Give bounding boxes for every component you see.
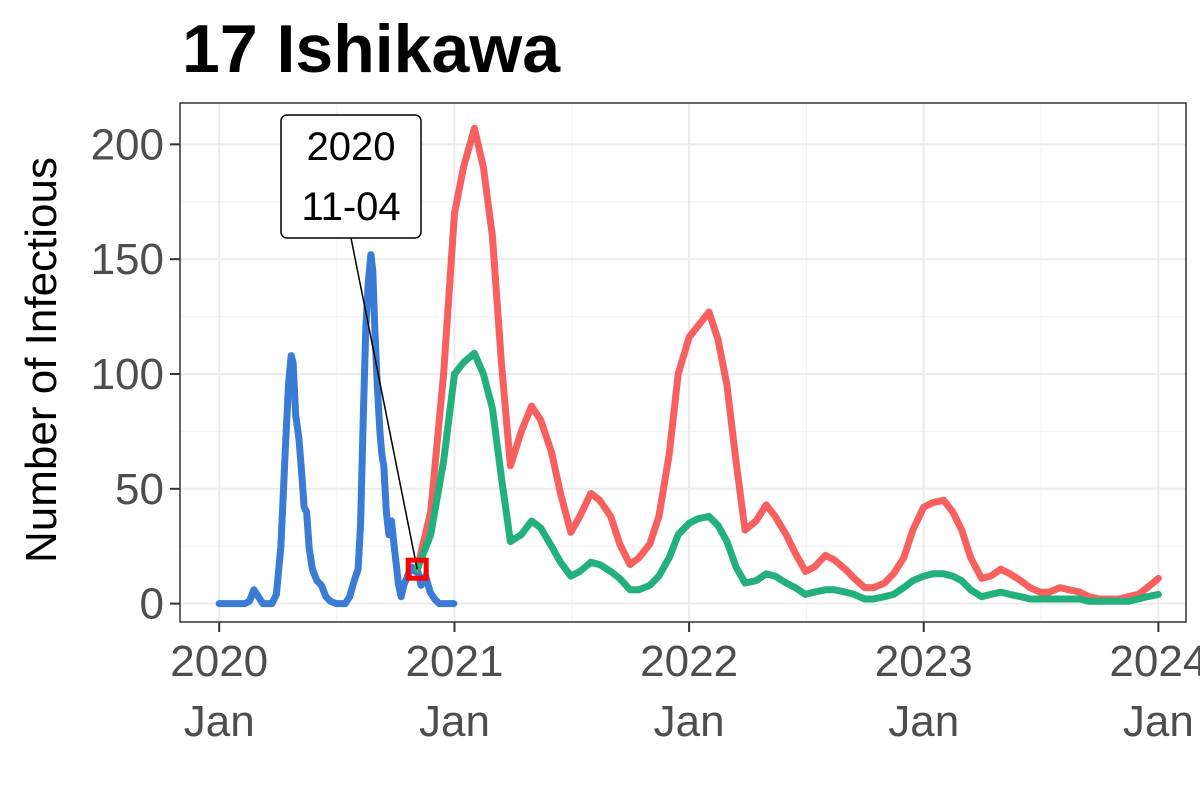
series-line-1	[215, 251, 458, 608]
annotation-marker	[405, 557, 429, 581]
y-tick-label: 50	[115, 465, 164, 514]
y-tick-label: 200	[91, 120, 164, 169]
x-tick-label-year: 2022	[640, 637, 738, 686]
x-tick-label-month: Jan	[1123, 697, 1194, 746]
series-layer	[215, 124, 1162, 608]
annotation-label-line1: 2020	[307, 125, 396, 169]
y-axis-ticks: 0 50 100 150 200	[91, 120, 180, 629]
series-line-3	[413, 349, 1162, 605]
x-tick-label-year: 2021	[406, 637, 504, 686]
x-tick-label-month: Jan	[654, 697, 725, 746]
annotation-layer: 2020 11-04	[280, 114, 429, 581]
annotation-leader-line	[350, 237, 418, 570]
x-tick-label-month: Jan	[419, 697, 490, 746]
x-tick-label-month: Jan	[888, 697, 959, 746]
y-axis-label: Number of Infectious	[17, 157, 66, 563]
chart-title: 17 Ishikawa	[182, 11, 561, 87]
annotation-label-line2: 11-04	[301, 185, 400, 229]
y-tick-label: 0	[140, 580, 164, 629]
x-tick-label-year: 2023	[875, 637, 973, 686]
annotation-label-box	[280, 114, 422, 239]
x-tick-label-year: 2024	[1109, 637, 1200, 686]
y-tick-label: 150	[91, 235, 164, 284]
series-line-2	[413, 124, 1162, 603]
x-tick-label-month: Jan	[184, 697, 255, 746]
plot-border	[179, 102, 1187, 623]
x-axis-ticks: 2020 Jan 2021 Jan 2022 Jan 2023 Jan 2024 Jan	[170, 622, 1200, 746]
x-tick-label-year: 2020	[170, 637, 268, 686]
y-tick-label: 100	[91, 350, 164, 399]
